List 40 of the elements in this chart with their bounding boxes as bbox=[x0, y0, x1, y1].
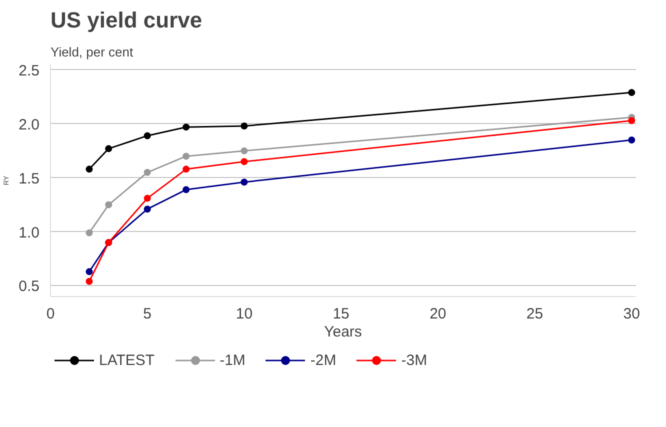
point bbox=[144, 194, 151, 202]
x-tick-label: 10 bbox=[236, 306, 253, 322]
x-tick-label: 15 bbox=[332, 306, 350, 322]
x-tick-label: 30 bbox=[623, 306, 640, 322]
point bbox=[182, 186, 190, 194]
chart-subtitle: Yield, per cent bbox=[50, 44, 134, 60]
point bbox=[105, 145, 112, 152]
point bbox=[628, 136, 636, 144]
y-tick-label: 1.0 bbox=[18, 224, 40, 242]
point bbox=[105, 201, 112, 208]
point bbox=[182, 124, 190, 131]
point bbox=[144, 132, 151, 140]
point bbox=[240, 122, 248, 130]
point bbox=[86, 278, 93, 285]
point bbox=[182, 166, 190, 173]
y-tick-label: 2.5 bbox=[18, 62, 40, 80]
point bbox=[182, 152, 190, 160]
x-tick-label: 20 bbox=[430, 306, 446, 322]
point bbox=[628, 117, 636, 124]
x-tick-label: 25 bbox=[526, 306, 544, 322]
legend-label: -2M bbox=[310, 352, 336, 368]
legend-label: LATEST bbox=[99, 352, 155, 368]
point bbox=[240, 147, 248, 154]
point bbox=[86, 229, 93, 236]
x-tick-label: 5 bbox=[143, 306, 152, 322]
chart-title: US yield curve bbox=[50, 8, 202, 32]
point bbox=[240, 158, 248, 166]
legend-label: -1M bbox=[220, 352, 246, 368]
point bbox=[86, 268, 93, 276]
y-tick-label: 1.5 bbox=[18, 170, 40, 188]
point bbox=[144, 168, 151, 176]
x-axis-title: Years bbox=[324, 324, 362, 340]
x-tick-label: 0 bbox=[46, 306, 55, 322]
point bbox=[628, 89, 636, 96]
y-tick-label: 2.0 bbox=[18, 116, 40, 134]
point bbox=[240, 178, 248, 186]
y-tick-label: 0.5 bbox=[18, 278, 40, 296]
point bbox=[144, 206, 151, 213]
legend-label: -3M bbox=[401, 352, 428, 368]
point bbox=[86, 166, 93, 173]
